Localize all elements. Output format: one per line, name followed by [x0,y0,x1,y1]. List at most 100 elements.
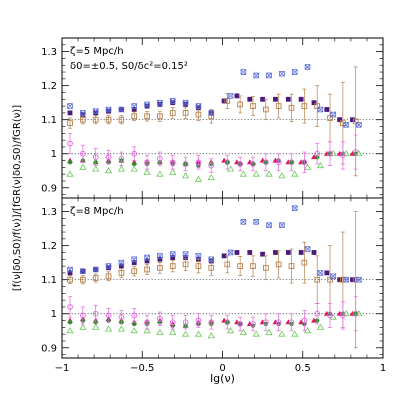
y-tick-label: 1.2 [41,81,57,92]
data-point-open-square [195,263,202,269]
data-point-filled-circle [67,320,73,325]
data-point-filled-square [350,277,355,283]
data-point-open-square [105,116,112,123]
panel-annotation: δ0=±0.5, S0/δc²=0.15² [70,61,188,72]
data-point-cross-box [343,122,349,128]
data-point-open-circle [262,319,269,326]
data-point-open-triangle [303,163,312,170]
y-tick-label: 1.1 [41,275,57,286]
x-tick-label: 0 [219,363,225,374]
data-point-open-circle [288,319,295,326]
data-point-open-square [352,118,359,125]
data-point-open-circle [327,150,333,157]
data-point-cross-box [67,103,73,109]
data-point-filled-square [337,117,343,123]
y-axis-label: [f(ν|δ0,S0)/f(ν)]/[fGR(ν|δ0,S0)/fGR(ν)] [12,105,23,291]
data-point-open-triangle [156,170,164,177]
data-point-filled-square [157,256,163,262]
data-point-cross-box [195,253,202,259]
data-point-open-triangle [239,170,247,177]
data-point-open-square [144,266,150,273]
y-tick-label: 0.9 [41,343,57,354]
data-point-cross-box [227,249,234,256]
data-point-open-square [250,103,256,109]
data-point-filled-square [298,250,304,255]
data-point-open-square [80,276,86,283]
data-point-open-square [250,263,256,269]
y-tick-label: 1 [51,309,57,320]
data-point-cross-box [182,99,189,106]
data-point-open-circle [118,314,125,320]
data-point-filled-square [234,93,240,99]
data-point-filled-square [324,107,330,112]
data-point-open-square [288,104,295,111]
data-point-open-circle [224,319,231,326]
data-point-cross-box [195,103,202,109]
data-point-cross-box [208,110,215,116]
data-point-open-triangle [252,170,260,177]
data-point-filled-square [260,251,266,257]
data-point-filled-square [131,107,137,112]
data-point-open-circle [157,156,163,162]
data-point-open-circle [340,312,346,319]
data-point-filled-square [324,270,330,276]
data-point-cross-box [343,276,349,283]
data-point-open-triangle [143,327,151,334]
y-tick-label: 1.3 [41,47,57,58]
data-point-open-triangle [278,330,286,337]
data-point-open-square [182,110,189,116]
data-point-open-triangle [265,170,273,177]
data-point-filled-square [131,260,137,266]
data-point-open-square [80,116,86,123]
data-point-open-square [237,263,244,269]
data-point-open-triangle [92,165,100,172]
data-point-open-square [301,259,308,266]
data-point-open-circle [301,159,308,166]
data-point-filled-square [311,100,317,106]
data-point-cross-box [182,251,189,257]
data-point-open-triangle [194,330,203,337]
data-point-open-square [92,275,99,281]
data-point-filled-square [260,96,266,102]
data-point-filled-square [106,108,111,114]
data-point-filled-square [170,255,176,260]
data-point-open-circle [67,304,73,310]
data-point-cross-box [266,222,272,229]
data-point-filled-square [170,100,176,106]
data-point-open-square [157,264,163,271]
data-point-open-square [327,276,333,283]
data-point-filled-square [93,110,99,116]
data-point-filled-square [183,255,188,260]
data-point-open-circle [131,150,138,157]
data-point-open-triangle [104,325,113,332]
data-point-cross-box [118,259,125,266]
data-point-filled-square [234,250,240,255]
data-point-cross-box [67,266,73,273]
data-point-open-triangle [143,168,151,175]
data-point-cross-box [279,222,285,229]
data-point-cross-box [144,101,150,108]
data-point-open-triangle [66,170,74,177]
data-point-open-triangle [169,328,177,335]
data-point-filled-circle [132,321,137,327]
data-point-cross-box [279,70,285,77]
data-point-filled-circle [67,160,73,165]
data-point-cross-box [118,106,125,113]
data-point-filled-square [285,96,291,102]
data-point-open-circle [169,159,176,166]
data-point-cross-box [227,93,234,99]
data-point-filled-square [183,101,188,107]
data-point-open-triangle [169,168,177,175]
data-point-filled-square [337,277,343,283]
data-point-open-circle [182,161,189,167]
data-point-open-circle [208,319,215,326]
data-point-filled-square [285,250,291,255]
data-point-open-triangle [278,172,286,179]
data-point-open-circle [157,316,163,322]
data-point-open-square [195,111,202,118]
panel-annotation: ζ=8 Mpc/h [70,206,124,217]
data-point-cross-box [291,205,298,212]
data-point-cross-box [356,276,362,283]
data-point-filled-square [67,110,73,116]
x-tick-label: −0.5 [130,363,154,374]
